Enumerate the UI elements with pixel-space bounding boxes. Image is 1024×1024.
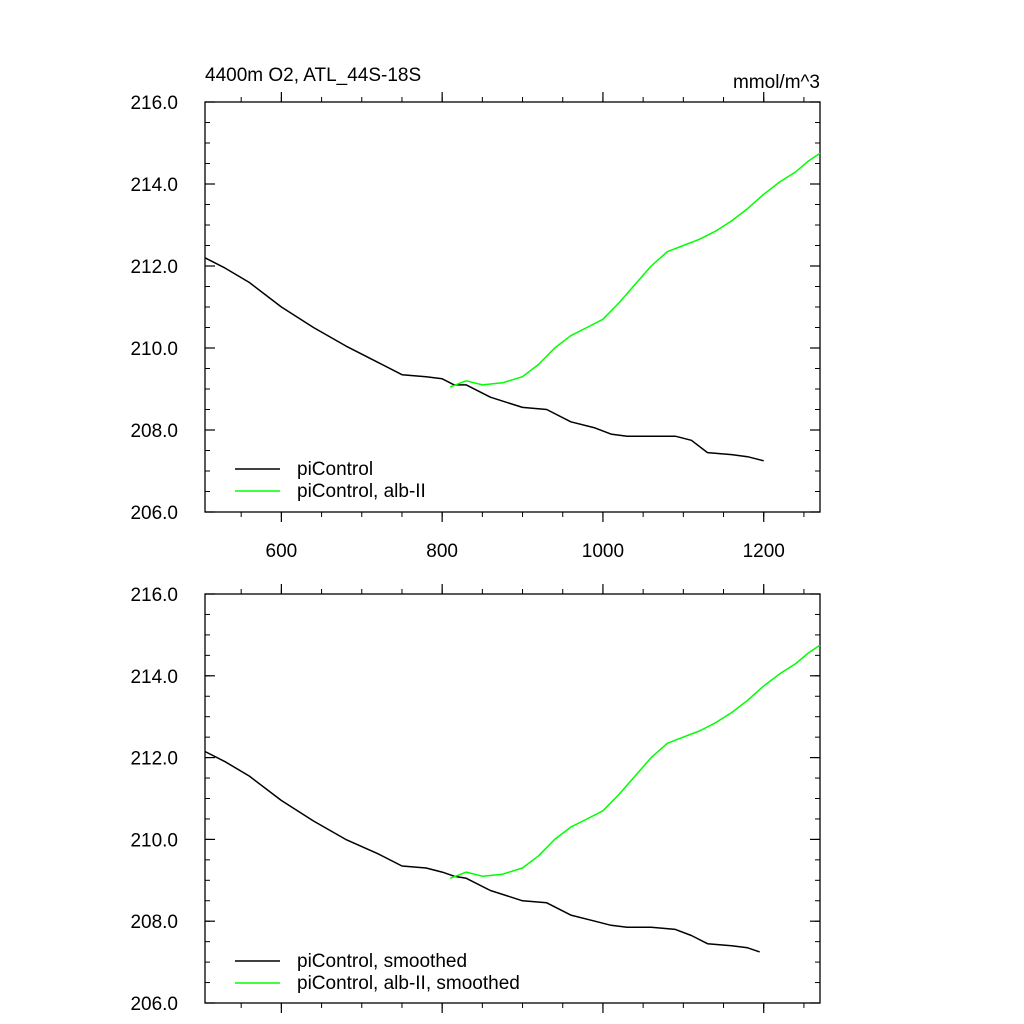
y-tick-label: 208.0 [130, 912, 178, 933]
legend-label: piControl, alb-II [297, 481, 426, 502]
series-line-picontrol [204, 257, 764, 462]
series-line-alb-ii [449, 644, 821, 879]
y-tick-label: 206.0 [130, 503, 178, 524]
legend-label: piControl [297, 459, 373, 480]
units-label: mmol/m^3 [733, 72, 820, 93]
x-tick-label: 1200 [743, 541, 785, 562]
y-tick-label: 216.0 [130, 93, 178, 114]
y-tick-label: 208.0 [130, 421, 178, 442]
y-tick-label: 214.0 [130, 175, 178, 196]
y-tick-label: 206.0 [130, 994, 178, 1015]
y-tick-label: 212.0 [130, 257, 178, 278]
plot-frame [204, 101, 821, 513]
y-tick-label: 212.0 [130, 749, 178, 770]
y-tick-label: 210.0 [130, 339, 178, 360]
y-tick-label: 216.0 [130, 585, 178, 606]
top-panel: 4400m O2, ATL_44S-18S mmol/m^3 206.0 208.… [130, 65, 821, 562]
chart-title: 4400m O2, ATL_44S-18S [205, 65, 421, 86]
x-tick-label: 1000 [582, 541, 624, 562]
x-tick-label: 600 [266, 541, 298, 562]
series-line-alb-ii [449, 152, 821, 388]
legend-label: piControl, smoothed [297, 951, 467, 972]
legend-label: piControl, alb-II, smoothed [297, 973, 520, 994]
y-tick-label: 210.0 [130, 830, 178, 851]
x-tick-label: 800 [426, 541, 458, 562]
y-tick-label: 214.0 [130, 667, 178, 688]
plot-frame [204, 593, 821, 1004]
series-line-picontrol [204, 750, 760, 953]
bottom-panel: 206.0 208.0 210.0 212.0 214.0 216.0 piControl,… [130, 584, 821, 1015]
